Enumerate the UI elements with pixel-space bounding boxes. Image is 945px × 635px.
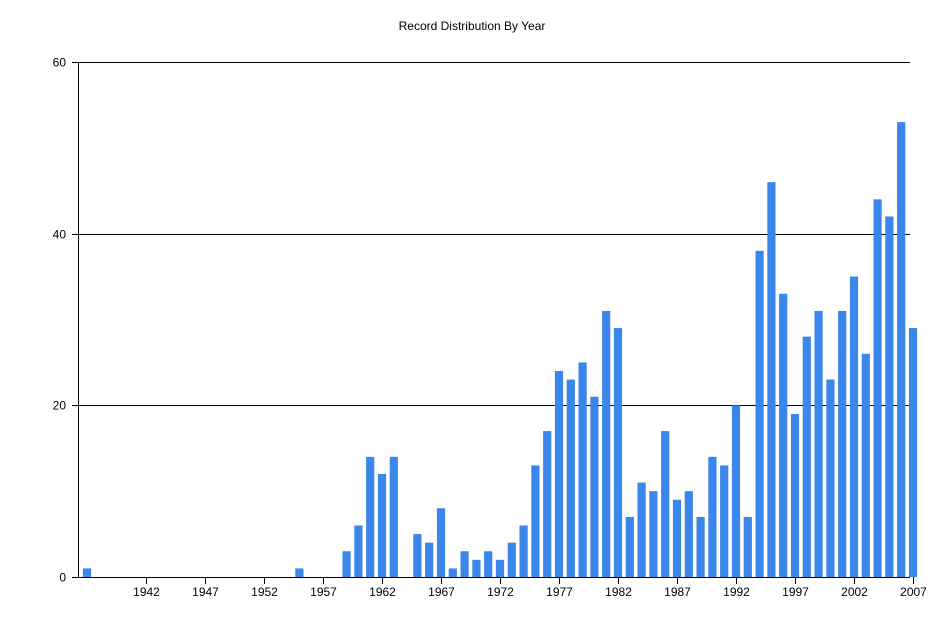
bar-1982 [613,328,623,577]
bar-1970 [472,559,481,577]
bar-1994 [755,250,764,577]
y-tick-label-60: 60 [53,56,67,70]
x-tick-label-1997: 1997 [782,585,809,599]
bar-1986 [661,431,670,577]
x-tick-label-1957: 1957 [310,585,337,599]
x-tick-label-1942: 1942 [133,585,160,599]
x-tick-label-1947: 1947 [192,585,219,599]
x-tick-label-1992: 1992 [723,585,750,599]
bar-1955 [295,568,304,577]
bar-1937 [82,568,92,577]
bar-1974 [519,525,528,577]
y-tick-label-0: 0 [59,571,66,585]
bar-1959 [342,551,351,577]
bar-1965 [413,534,422,577]
y-tick-label-40: 40 [53,228,67,242]
x-tick-label-1967: 1967 [428,585,455,599]
bar-1979 [578,362,587,577]
x-tick-labels: 1942 1947 1952 1957 1962 1967 1972 1977 1982 1987… [133,585,927,599]
bar-1989 [696,516,705,577]
bars [82,122,918,578]
x-tick-label-1982: 1982 [605,585,632,599]
bar-1990 [708,456,717,577]
x-tick-label-2007: 2007 [900,585,927,599]
bar-1962 [377,474,387,577]
bar-1993 [743,516,752,577]
bar-2000 [826,379,835,577]
x-tick-label-1952: 1952 [251,585,278,599]
bar-1963 [389,456,398,577]
bar-1996 [779,293,788,577]
bar-2004 [873,199,882,577]
bar-1968 [448,568,457,577]
bar-1991 [720,465,729,577]
bar-2007 [908,328,918,577]
bar-2005 [885,216,894,577]
bar-1981 [602,310,611,577]
bar-1975 [531,465,540,577]
bar-1967 [436,508,446,577]
y-tick-label-20: 20 [53,399,67,413]
x-tick-label-1972: 1972 [487,585,514,599]
bar-1988 [684,491,693,577]
bar-1972 [495,559,505,577]
bar-1966 [425,542,434,577]
bar-1987 [672,499,682,577]
x-tick-label-1962: 1962 [369,585,396,599]
y-tick-labels: 0 20 40 60 [53,56,67,585]
bar-1995 [767,182,776,578]
axes [72,62,914,584]
bar-1998 [802,336,811,577]
bar-1969 [460,551,469,577]
bar-1983 [625,516,634,577]
x-tick-label-2002: 2002 [841,585,868,599]
bar-1980 [590,396,599,577]
x-tick-label-1987: 1987 [664,585,691,599]
bar-1961 [366,456,375,577]
bar-2006 [897,122,906,577]
bar-1985 [649,491,658,577]
bar-2001 [838,310,847,577]
bar-1999 [814,310,823,577]
bar-1960 [354,525,363,577]
bar-1977 [554,371,564,577]
bar-1978 [566,379,575,577]
x-tick-label-1977: 1977 [546,585,573,599]
bar-1973 [507,542,516,577]
chart-title: Record Distribution By Year [399,19,546,33]
bar-2003 [861,353,870,577]
bar-2002 [849,276,859,577]
bar-1984 [637,482,646,577]
bar-1992 [731,405,741,577]
bar-1976 [543,431,552,577]
bar-1971 [484,551,493,577]
bar-1997 [790,413,800,577]
